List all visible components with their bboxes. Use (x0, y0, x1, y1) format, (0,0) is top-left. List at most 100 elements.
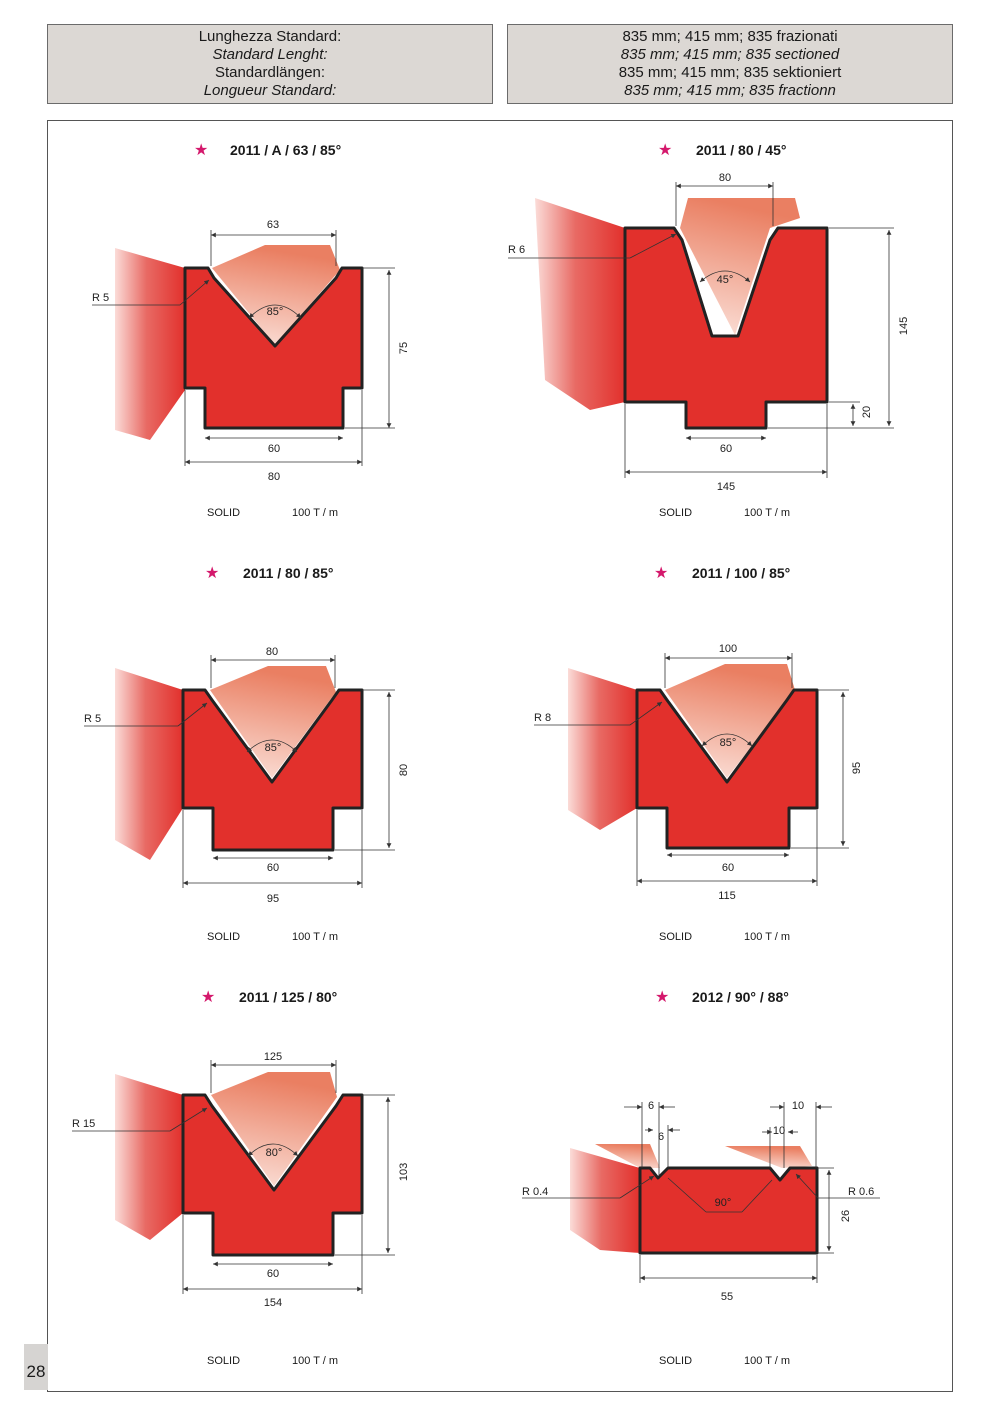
load-label: 100 T / m (744, 931, 790, 943)
radius-right-label: R 0.6 (848, 1186, 874, 1198)
radius-label: R 15 (72, 1118, 95, 1130)
type-label: SOLID (207, 507, 240, 519)
width-label: 115 (718, 890, 736, 902)
die-groove-face (211, 1072, 337, 1186)
label-de: Standardlängen: (214, 64, 326, 81)
die-profile (635, 688, 819, 850)
radius-label: R 8 (534, 712, 551, 724)
die-body-perspective (115, 1074, 183, 1240)
width-label: 95 (267, 893, 279, 905)
die-title: 2011 / 100 / 85° (692, 565, 790, 581)
page-number: 28 (24, 1344, 48, 1390)
value-fr: 835 mm; 415 mm; 835 fractionn (624, 82, 836, 99)
star-icon: ★ (655, 989, 669, 1006)
die-body-perspective (535, 198, 625, 410)
die-profile (623, 226, 829, 430)
type-label: SOLID (207, 1355, 240, 1367)
label-it: Lunghezza Standard: (198, 28, 342, 45)
die-2011-125-80: ★ 2011 / 125 / 80° 125 80° R 15 103 60 1… (72, 989, 410, 1367)
angle-label: 85° (265, 742, 282, 754)
die-body-perspective (115, 248, 185, 440)
height-label: 103 (398, 1163, 410, 1181)
die-2011-a-63-85: ★ 2011 / A / 63 / 85° 63 85° R 5 75 60 8… (92, 142, 410, 519)
die-groove-face (210, 666, 336, 778)
star-icon: ★ (201, 989, 215, 1006)
base-label: 60 (268, 443, 280, 455)
die-groove-face (212, 245, 340, 345)
value-de: 835 mm; 415 mm; 835 sektioniert (618, 64, 842, 81)
catalog-frame (47, 120, 953, 1392)
die-title: 2011 / A / 63 / 85° (230, 142, 341, 158)
height-label: 145 (898, 317, 910, 335)
star-icon: ★ (658, 142, 672, 159)
load-label: 100 T / m (292, 931, 338, 943)
type-label: SOLID (207, 931, 240, 943)
load-label: 100 T / m (744, 1355, 790, 1367)
label-en: Standard Lenght: (212, 46, 328, 63)
die-body-perspective (568, 668, 637, 830)
value-en: 835 mm; 415 mm; 835 sectioned (620, 46, 840, 63)
die-title: 2012 / 90° / 88° (692, 989, 789, 1005)
height-label: 75 (398, 342, 410, 354)
opening-right-inner-label: 10 (773, 1125, 785, 1137)
label-fr: Longueur Standard: (203, 82, 337, 99)
radius-label: R 5 (92, 292, 109, 304)
load-label: 100 T / m (744, 507, 790, 519)
die-profile (181, 688, 364, 852)
radius-left-label: R 0.4 (522, 1186, 548, 1198)
die-body-perspective (115, 668, 183, 860)
die-2011-80-45: ★ 2011 / 80 / 45° 80 45° R 6 145 20 60 1… (508, 142, 910, 519)
step-label: 20 (861, 406, 873, 418)
radius-label: R 6 (508, 244, 525, 256)
standard-length-values: 835 mm; 415 mm; 835 frazionati 835 mm; 4… (507, 24, 953, 104)
angle-label: 90° (715, 1197, 732, 1209)
radius-label: R 5 (84, 713, 101, 725)
die-title: 2011 / 125 / 80° (239, 989, 337, 1005)
die-2012-90-88: ★ 2012 / 90° / 88° 6 6 10 10 90° R 0.4 R… (522, 989, 880, 1367)
opening-label: 63 (267, 219, 279, 231)
angle-label: 45° (717, 274, 734, 286)
base-label: 60 (720, 443, 732, 455)
star-icon: ★ (654, 565, 668, 582)
die-profile (183, 266, 364, 430)
opening-label: 80 (719, 172, 731, 184)
width-label: 145 (717, 481, 735, 493)
load-label: 100 T / m (292, 1355, 338, 1367)
die-body-perspective (570, 1148, 640, 1253)
opening-left-label: 6 (648, 1100, 654, 1112)
type-label: SOLID (659, 931, 692, 943)
type-label: SOLID (659, 1355, 692, 1367)
width-label: 154 (264, 1297, 282, 1309)
die-profile (181, 1093, 364, 1257)
base-label: 60 (722, 862, 734, 874)
angle-label: 85° (720, 737, 737, 749)
load-label: 100 T / m (292, 507, 338, 519)
base-label: 60 (267, 1268, 279, 1280)
die-profile (638, 1166, 819, 1255)
base-label: 60 (267, 862, 279, 874)
width-label: 80 (268, 471, 280, 483)
width-label: 55 (721, 1291, 733, 1303)
opening-label: 125 (264, 1051, 282, 1063)
star-icon: ★ (194, 142, 208, 159)
opening-left-inner-label: 6 (658, 1131, 664, 1143)
type-label: SOLID (659, 507, 692, 519)
die-title: 2011 / 80 / 45° (696, 142, 786, 158)
opening-label: 80 (266, 646, 278, 658)
die-title: 2011 / 80 / 85° (243, 565, 333, 581)
standard-length-labels: Lunghezza Standard: Standard Lenght: Sta… (47, 24, 493, 104)
die-groove-face (665, 664, 795, 778)
opening-label: 100 (719, 643, 737, 655)
height-label: 26 (840, 1210, 852, 1222)
opening-right-label: 10 (792, 1100, 804, 1112)
die-groove-face (680, 198, 800, 335)
value-it: 835 mm; 415 mm; 835 frazionati (622, 28, 838, 45)
die-2011-100-85: ★ 2011 / 100 / 85° 100 85° R 8 95 60 115… (534, 565, 863, 943)
height-label: 95 (851, 762, 863, 774)
height-label: 80 (398, 764, 410, 776)
die-2011-80-85: ★ 2011 / 80 / 85° 80 85° R 5 80 60 95 SO… (84, 565, 410, 943)
angle-label: 85° (267, 306, 284, 318)
star-icon: ★ (205, 565, 219, 582)
angle-label: 80° (266, 1147, 283, 1159)
